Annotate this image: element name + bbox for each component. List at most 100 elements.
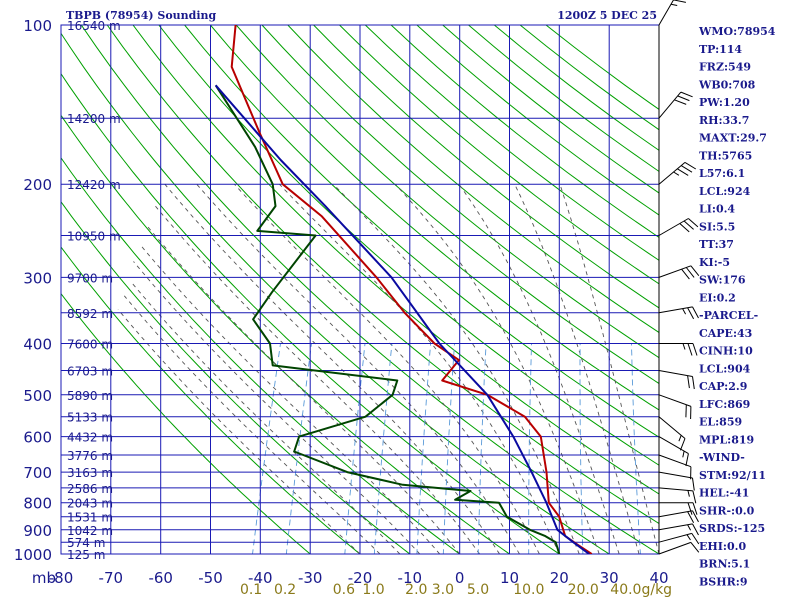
dry-adiabat-line <box>158 25 659 466</box>
temperature-tick-label: 0 <box>455 569 465 587</box>
sounding-index-item: MAXT:29.7 <box>699 132 767 145</box>
mixing-ratio-label: 0.2 <box>274 582 296 598</box>
sounding-index-item: SRDS:-125 <box>699 522 765 535</box>
wind-barb <box>658 541 700 555</box>
mixing-ratio-label: 3.0 <box>432 582 454 598</box>
sounding-index-item: WMO:78954 <box>698 25 776 38</box>
moist-adiabat-line <box>139 244 441 554</box>
wind-barb <box>658 532 700 545</box>
sounding-index-item: TT:37 <box>699 238 734 251</box>
mixing-ratio-line <box>285 343 312 554</box>
moist-adiabat-line <box>123 295 381 554</box>
mixing-ratio-label: 0.6 <box>333 582 355 598</box>
dewpoint-profile-line <box>214 84 561 554</box>
mixing-ratio-line <box>579 343 584 554</box>
dry-adiabat-line <box>61 156 461 554</box>
sounding-index-item: PW:1.20 <box>699 96 750 109</box>
sounding-index-item: RH:33.7 <box>699 114 749 127</box>
temperature-profile-line <box>230 25 593 554</box>
wind-barb <box>658 471 695 491</box>
sounding-index-item: STM:92/11 <box>699 469 766 482</box>
temperature-tick-label: -40 <box>248 569 273 587</box>
altitude-label: 3163 m <box>67 466 113 480</box>
pressure-tick-label: 300 <box>23 269 52 287</box>
altitude-label: 6703 m <box>67 365 113 379</box>
mixing-ratio-label: 5.0 <box>467 582 489 598</box>
altitude-label: 574 m <box>67 536 105 550</box>
dry-adiabat-line <box>106 25 659 525</box>
sounding-index-item: SI:5.5 <box>699 220 735 233</box>
sounding-index-item: -PARCEL- <box>699 309 758 322</box>
pressure-tick-label: 800 <box>23 495 52 513</box>
sounding-index-item: SHR-:0.0 <box>699 504 755 517</box>
temperature-tick-label: 20 <box>550 569 569 587</box>
mixing-ratio-label: 40.0g/kg <box>610 582 672 598</box>
dry-adiabat-line <box>132 25 659 495</box>
temperature-tick-label: 30 <box>600 569 619 587</box>
mixing-ratio-line <box>631 343 641 554</box>
sounding-index-item: HEL:-41 <box>699 487 749 500</box>
pressure-tick-labels: 100 200 300 400 500 600 700 800 900 1000 <box>14 17 52 564</box>
temperature-tick-label: -50 <box>198 569 223 587</box>
wind-barb <box>658 523 699 536</box>
wind-barb <box>658 454 692 480</box>
moist-adiabat-line <box>130 280 401 554</box>
dry-adiabat-line <box>61 114 511 554</box>
dry-adiabat-line <box>261 25 659 359</box>
dry-adiabat-line <box>235 25 659 385</box>
altitude-labels: 16540 m 14200 m 12420 m 10950 m 9700 m 8592 m… <box>67 19 121 562</box>
sounding-index-item: TP:114 <box>699 43 742 56</box>
sounding-index-item: -WIND- <box>699 451 745 464</box>
pressure-tick-label: 600 <box>23 429 52 447</box>
wind-barb <box>658 510 699 523</box>
dry-adiabat-line <box>313 25 659 309</box>
mixing-ratio-label: 1.0 <box>362 582 384 598</box>
wind-barb <box>658 436 689 467</box>
altitude-label: 5890 m <box>67 389 113 403</box>
chart-title: TBPB (78954) Sounding <box>66 9 217 22</box>
sounding-index-item: EHI:0.0 <box>699 540 746 553</box>
mixing-ratio-lines <box>252 343 641 554</box>
dry-adiabat-line <box>80 25 659 554</box>
dry-adiabat-line <box>287 25 659 334</box>
altitude-label: 16540 m <box>67 19 121 33</box>
pressure-tick-label: 700 <box>23 464 52 482</box>
dry-adiabat-line <box>364 25 659 261</box>
wind-barb <box>658 218 699 236</box>
wind-barb <box>658 394 692 420</box>
wind-barb <box>658 487 697 504</box>
sounding-index-item: L57:6.1 <box>699 167 745 180</box>
pressure-tick-label: 200 <box>23 176 52 194</box>
sounding-index-item: EL:859 <box>699 416 742 429</box>
sounding-index-item: CAPE:43 <box>699 327 752 340</box>
pressure-tick-label: 400 <box>23 336 52 354</box>
moist-adiabat-line <box>395 183 600 554</box>
pressure-tick-label: 900 <box>23 522 52 540</box>
wind-barb <box>658 265 700 280</box>
mixing-ratio-labels: 0.1 0.2 0.6 1.0 2.0 3.0 5.0 10.0 20.0 40.0g/kg <box>240 582 672 598</box>
wind-barb <box>658 370 695 390</box>
wind-barb <box>658 306 699 320</box>
dry-adiabat-line <box>339 25 659 285</box>
altitude-label: 7600 m <box>67 338 113 352</box>
sounding-index-item: BSHR:9 <box>699 575 748 588</box>
wind-barb <box>658 91 693 119</box>
altitude-label: 4432 m <box>67 431 113 445</box>
altitude-label: 12420 m <box>67 178 121 192</box>
altitude-label: 2586 m <box>67 482 113 496</box>
pressure-tick-label: 500 <box>23 387 52 405</box>
mixing-ratio-label: 0.1 <box>240 582 262 598</box>
mixing-ratio-label: 2.0 <box>405 582 427 598</box>
temperature-tick-label: -70 <box>99 569 124 587</box>
temperature-tick-label: 40 <box>649 569 668 587</box>
moist-adiabat-line <box>196 183 520 554</box>
sounding-indices-panel: WMO:78954 TP:114 FRZ:549 WB0:708 PW:1.20 RH:3… <box>698 25 776 588</box>
altitude-label: 8592 m <box>67 307 113 321</box>
altitude-label: 1042 m <box>67 524 113 538</box>
altitude-label: 1531 m <box>67 511 113 525</box>
wind-barb <box>658 416 686 451</box>
pressure-tick-label: 100 <box>23 17 52 35</box>
